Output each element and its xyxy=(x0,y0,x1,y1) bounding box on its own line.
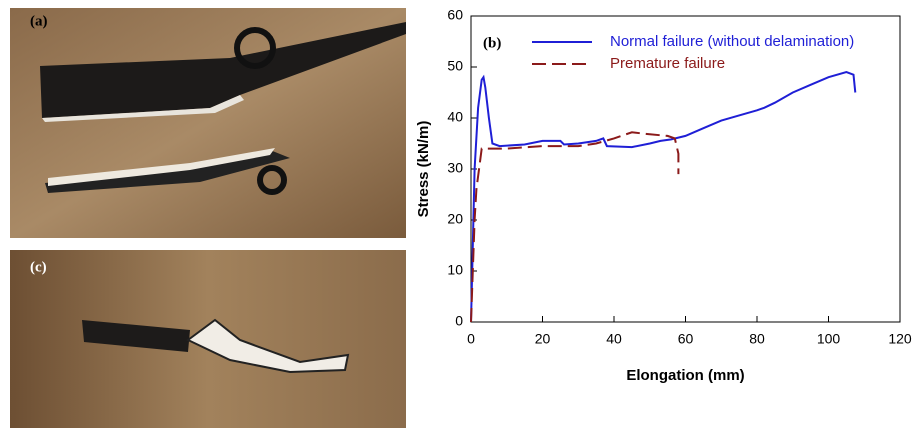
y-tick-label: 10 xyxy=(447,262,463,278)
y-tick-label: 20 xyxy=(447,211,463,227)
specimen-strip xyxy=(40,22,406,118)
curl xyxy=(234,27,276,69)
y-tick-label: 60 xyxy=(447,7,463,23)
annotation: (b) xyxy=(483,35,501,51)
x-tick-label: 100 xyxy=(817,331,841,347)
specimen-layer xyxy=(48,148,275,186)
x-tick-label: 60 xyxy=(678,331,694,347)
legend-label: Normal failure (without delamination) xyxy=(610,33,854,50)
specimen-block xyxy=(82,320,190,352)
panel-label: (a) xyxy=(30,13,48,29)
y-tick-label: 50 xyxy=(447,58,463,74)
specimen-strip xyxy=(186,318,350,374)
series-line xyxy=(470,71,857,323)
y-tick-label: 30 xyxy=(447,160,463,176)
x-tick-label: 80 xyxy=(749,331,765,347)
specimen-layer xyxy=(42,95,244,122)
x-tick-label: 40 xyxy=(606,331,622,347)
legend-label: Premature failure xyxy=(610,55,725,72)
x-tick-label: 120 xyxy=(888,331,912,347)
y-axis-label: Stress (kN/m) xyxy=(415,121,432,218)
x-tick-label: 0 xyxy=(467,331,475,347)
curl xyxy=(257,165,287,195)
y-tick-label: 40 xyxy=(447,109,463,125)
series-line xyxy=(470,131,680,323)
y-tick-label: 0 xyxy=(455,313,463,329)
x-tick-label: 20 xyxy=(535,331,551,347)
panel-label: (c) xyxy=(30,259,47,275)
x-axis-label: Elongation (mm) xyxy=(626,367,744,384)
